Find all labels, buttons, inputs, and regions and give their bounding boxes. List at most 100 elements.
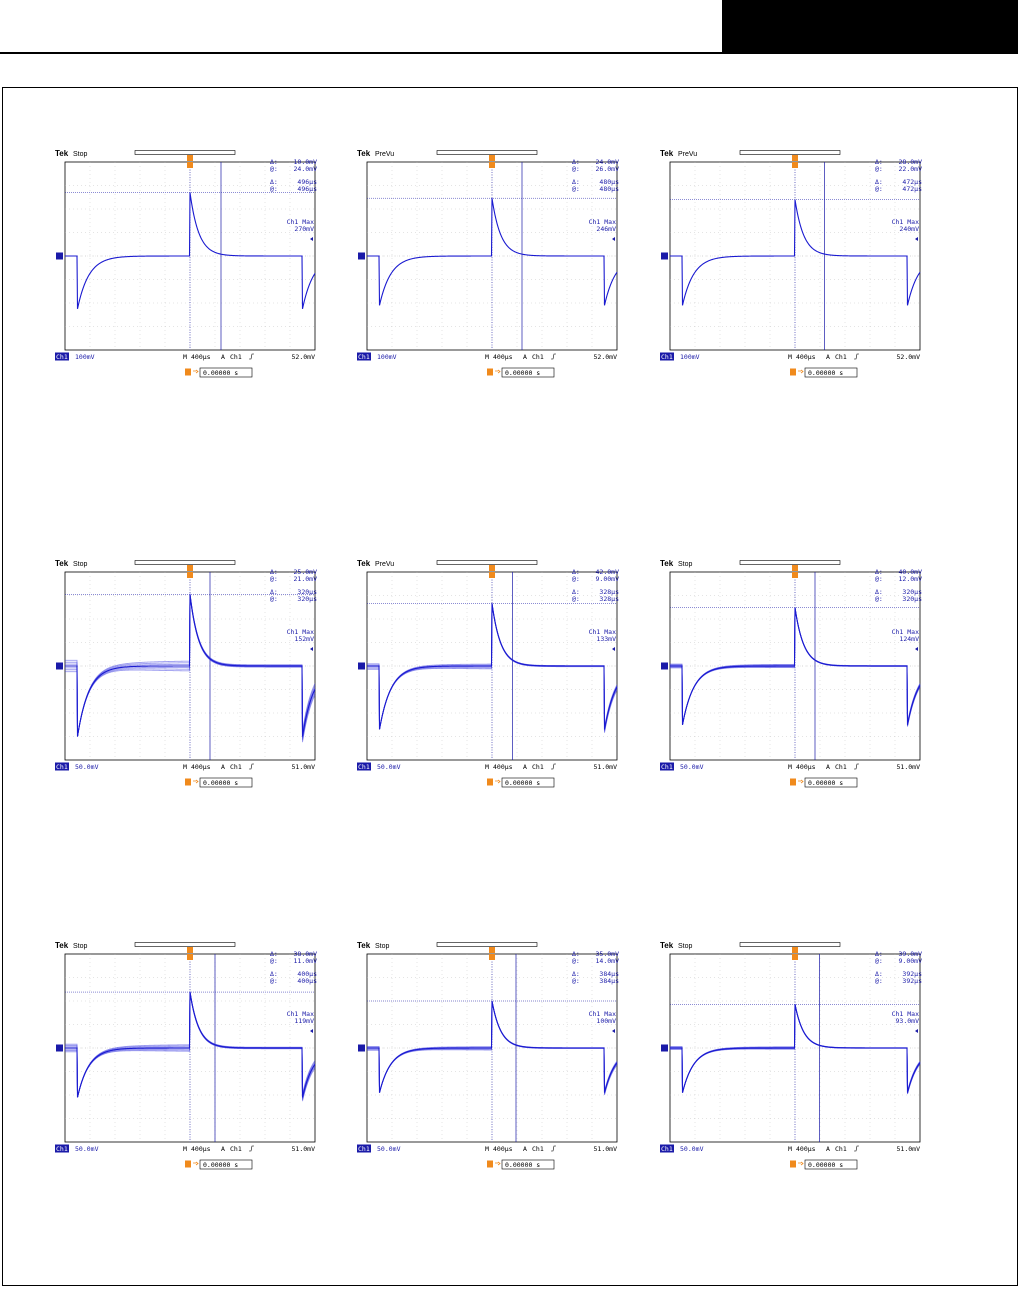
trigger-time-icon xyxy=(790,1160,796,1168)
cursor-readout-value: 328µs xyxy=(599,588,619,596)
trigger-time-box xyxy=(501,367,555,378)
scope-panel: Tek Stop Δ: 10.0mV @: 24.0mV Δ: 496µs @: 496µs Ch1… xyxy=(55,149,317,390)
trigger-position-icon xyxy=(489,572,495,578)
arrow-icon xyxy=(798,369,804,374)
cursor-readout-value: 28.0mV xyxy=(899,158,923,166)
trigger-time-box xyxy=(501,1159,555,1170)
timebase-prefix: M xyxy=(788,353,792,361)
record-bar xyxy=(436,560,538,565)
cursor-readout-label: @: xyxy=(270,165,278,173)
scope-screen: Tek PreVu Δ: 42.0mV @: 9.00mV Δ: 328µs @: 328µs Ch… xyxy=(357,559,619,788)
trigger-position-icon xyxy=(792,954,798,960)
ch1-badge xyxy=(660,352,674,361)
volts-per-div: 50.0mV xyxy=(680,763,704,771)
trigger-time-box xyxy=(804,1159,858,1170)
cursor-readout-label: Δ: xyxy=(875,568,883,576)
ch1-badge-label: Ch1 xyxy=(358,763,370,771)
ch1-waveform xyxy=(367,198,618,306)
cursor-readout-value: 480µs xyxy=(599,185,619,193)
trigger-mode: A xyxy=(221,763,225,771)
cursor-readout-value: 12.0mV xyxy=(899,575,923,583)
cursor-readout-label: @: xyxy=(875,595,883,603)
measurement-label: Ch1 Max xyxy=(892,628,919,636)
trigger-mode: A xyxy=(523,1145,527,1153)
rising-edge-icon xyxy=(249,353,254,360)
timebase-prefix: M xyxy=(183,763,187,771)
trigger-level: 51.0mV xyxy=(292,763,316,771)
cursor-readout-label: @: xyxy=(572,977,580,985)
cursor-readout-label: @: xyxy=(270,977,278,985)
cursor-readout-label: @: xyxy=(875,165,883,173)
trigger-marker-icon xyxy=(489,565,495,571)
cursor-readout-value: 400µs xyxy=(297,977,317,985)
trigger-level-icon xyxy=(915,1029,918,1033)
trigger-position-icon xyxy=(187,572,193,578)
measurement-value: 93.0mV xyxy=(896,1017,920,1025)
ch1-ground-marker-icon xyxy=(56,1044,63,1052)
measurement-label: Ch1 Max xyxy=(589,218,616,226)
acquisition-status: Stop xyxy=(73,151,88,158)
acquisition-status: Stop xyxy=(73,561,88,568)
rising-edge-icon xyxy=(854,1145,859,1152)
timebase-prefix: M xyxy=(485,1145,489,1153)
time-per-div: 400µs xyxy=(191,763,211,771)
timebase-prefix: M xyxy=(183,1145,187,1153)
cursor-readout-label: Δ: xyxy=(270,950,278,958)
trigger-marker-icon xyxy=(187,947,193,953)
time-per-div: 400µs xyxy=(796,1145,816,1153)
measurement-value: 240mV xyxy=(899,225,919,233)
timebase-prefix: M xyxy=(788,763,792,771)
cursor-readout-value: 21.0mV xyxy=(294,575,318,583)
trigger-source: Ch1 xyxy=(835,1145,847,1153)
acquisition-status: PreVu xyxy=(375,561,394,568)
ch1-badge xyxy=(55,352,69,361)
rising-edge-icon xyxy=(249,763,254,770)
ch1-ground-marker-icon xyxy=(358,662,365,670)
cursor-readout-label: Δ: xyxy=(270,158,278,166)
trigger-time: 0.00000 s xyxy=(505,1161,540,1169)
rising-edge-icon xyxy=(854,763,859,770)
cursor-readout-value: 496µs xyxy=(297,178,317,186)
trigger-time-icon xyxy=(185,778,191,786)
scope-panel: Tek Stop Δ: 35.0mV @: 14.0mV Δ: 384µs @: 384µs Ch1… xyxy=(357,941,619,1182)
scope-screen: Tek PreVu Δ: 28.0mV @: 22.0mV Δ: 472µs @: 472µs Ch… xyxy=(660,149,923,378)
time-per-div: 400µs xyxy=(493,763,513,771)
cursor-readout-label: @: xyxy=(572,595,580,603)
cursor-readout-label: Δ: xyxy=(270,178,278,186)
measurement-value: 246mV xyxy=(596,225,616,233)
trigger-time-box xyxy=(199,1159,253,1170)
trigger-level-icon xyxy=(310,647,313,651)
cursor-readout-value: 392µs xyxy=(902,977,922,985)
scope-screen: Tek Stop Δ: 10.0mV @: 24.0mV Δ: 496µs @: 496µs Ch1… xyxy=(55,149,317,378)
ch1-badge xyxy=(357,1144,371,1153)
arrow-icon xyxy=(495,779,501,784)
ch1-ground-marker-icon xyxy=(56,252,63,260)
trigger-source: Ch1 xyxy=(532,353,544,361)
volts-per-div: 50.0mV xyxy=(75,1145,99,1153)
cursor-readout-label: Δ: xyxy=(875,158,883,166)
cursor-readout-label: Δ: xyxy=(572,588,580,596)
trigger-time-icon xyxy=(487,368,493,376)
trigger-time-box xyxy=(199,777,253,788)
cursor-readout-label: Δ: xyxy=(875,970,883,978)
trigger-time-box xyxy=(501,777,555,788)
scope-screen: Tek Stop Δ: 38.0mV @: 11.0mV Δ: 400µs @: 400µs Ch1… xyxy=(55,941,317,1170)
trigger-source: Ch1 xyxy=(532,1145,544,1153)
cursor-readout-label: Δ: xyxy=(270,568,278,576)
arrow-icon xyxy=(798,1161,804,1166)
trigger-time: 0.00000 s xyxy=(203,1161,238,1169)
scope-panel: Tek Stop Δ: 25.0mV @: 21.0mV Δ: 320µs @: 320µs Ch1… xyxy=(55,559,318,800)
trigger-marker-icon xyxy=(792,155,798,161)
cursor-readout-value: 392µs xyxy=(902,970,922,978)
scope-screen: Tek Stop Δ: 39.0mV @: 9.00mV Δ: 392µs @: 392µs Ch1… xyxy=(660,941,922,1170)
ch1-badge-label: Ch1 xyxy=(56,1145,68,1153)
time-per-div: 400µs xyxy=(796,763,816,771)
ch1-ground-marker-icon xyxy=(661,252,668,260)
cursor-readout-value: 320µs xyxy=(297,588,317,596)
trigger-time: 0.00000 s xyxy=(505,779,540,787)
timebase-prefix: M xyxy=(485,763,489,771)
brand-label: Tek xyxy=(55,559,69,568)
record-bar xyxy=(739,560,841,565)
record-bar xyxy=(436,150,538,155)
brand-label: Tek xyxy=(660,149,674,158)
